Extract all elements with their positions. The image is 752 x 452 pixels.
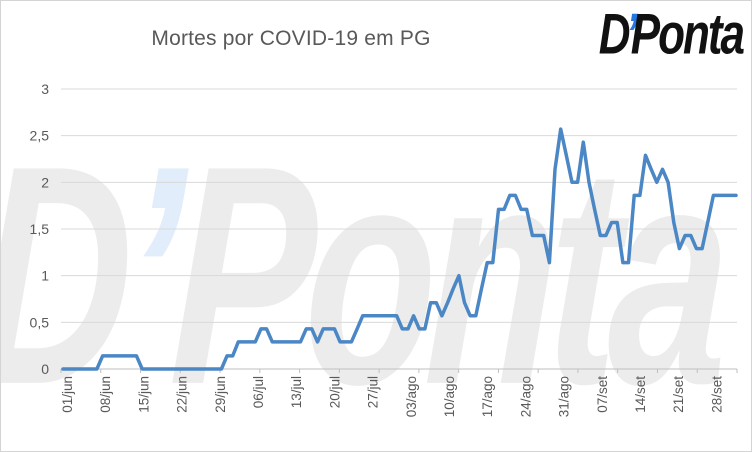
y-tick-label: 2 xyxy=(41,174,49,190)
deaths-series-line xyxy=(61,127,738,371)
x-tick-label: 14/set xyxy=(633,376,648,413)
x-tick-label: 24/ago xyxy=(518,376,533,417)
logo-text-ponta: Ponta xyxy=(630,3,745,67)
x-tick-label: 29/jun xyxy=(213,376,228,413)
logo-text-d: D xyxy=(598,3,631,67)
y-tick-label: 3 xyxy=(41,81,49,97)
y-tick-label: 1,5 xyxy=(30,221,50,237)
x-tick-label: 22/jun xyxy=(175,376,190,413)
logo-apostrophe-icon: ’ xyxy=(625,3,638,67)
x-tick-label: 06/jul xyxy=(251,376,266,408)
x-tick-label: 27/jul xyxy=(366,376,381,408)
x-tick-label: 01/jun xyxy=(60,376,75,413)
y-tick-label: 0 xyxy=(41,361,49,377)
x-tick-label: 17/ago xyxy=(480,376,495,417)
chart-title: Mortes por COVID-19 em PG xyxy=(151,27,431,50)
x-tick-label: 15/jun xyxy=(136,376,151,413)
x-tick-label: 20/jul xyxy=(327,376,342,408)
x-tick-label: 08/jun xyxy=(98,376,113,413)
x-tick-label: 21/set xyxy=(671,376,686,413)
x-tick-label: 03/ago xyxy=(404,376,419,417)
x-tick-label: 28/set xyxy=(709,376,724,413)
x-tick-label: 10/ago xyxy=(442,376,457,417)
x-tick-label: 31/ago xyxy=(557,376,572,417)
y-tick-label: 1 xyxy=(41,268,49,284)
y-tick-label: 2,5 xyxy=(30,128,50,144)
dponta-logo: D’Ponta xyxy=(598,3,745,68)
x-tick-label: 07/set xyxy=(595,376,610,413)
x-tick-label: 13/jul xyxy=(289,376,304,408)
y-tick-label: 0,5 xyxy=(30,314,50,330)
